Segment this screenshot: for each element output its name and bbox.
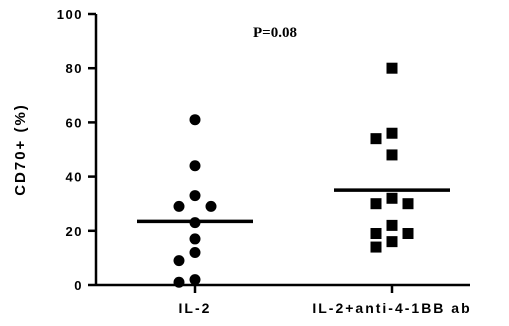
data-point bbox=[205, 200, 217, 212]
data-point bbox=[386, 192, 398, 204]
x-category-label: IL-2+anti-4-1BB ab bbox=[312, 300, 471, 316]
data-point bbox=[402, 198, 414, 210]
data-points bbox=[173, 62, 414, 288]
y-tick-label: 20 bbox=[66, 224, 83, 239]
y-tick-label: 60 bbox=[66, 115, 83, 130]
mean-lines bbox=[137, 188, 450, 224]
y-tick-label: 100 bbox=[57, 7, 83, 22]
data-point bbox=[386, 219, 398, 231]
data-point bbox=[173, 255, 185, 267]
data-point bbox=[386, 127, 398, 139]
y-tick-label: 0 bbox=[74, 278, 83, 293]
data-point bbox=[370, 198, 382, 210]
data-point bbox=[370, 228, 382, 240]
data-point bbox=[189, 246, 201, 258]
y-axis: 0 20 40 60 80 100 bbox=[57, 7, 98, 293]
data-point bbox=[370, 241, 382, 253]
x-axis: IL-2 IL-2+anti-4-1BB ab bbox=[96, 283, 471, 316]
x-category-label: IL-2 bbox=[179, 300, 212, 316]
data-point bbox=[173, 276, 185, 288]
data-point bbox=[402, 228, 414, 240]
data-point bbox=[173, 200, 185, 212]
y-axis-title: CD70+ (%) bbox=[12, 103, 29, 196]
data-point bbox=[189, 114, 201, 126]
y-tick-label: 40 bbox=[66, 170, 83, 185]
data-point bbox=[189, 190, 201, 202]
data-point bbox=[386, 149, 398, 161]
data-point bbox=[189, 160, 201, 172]
p-value-annotation: P=0.08 bbox=[253, 25, 297, 41]
data-point bbox=[189, 233, 201, 245]
data-point bbox=[386, 236, 398, 248]
data-point bbox=[386, 62, 398, 74]
data-point bbox=[189, 274, 201, 286]
y-tick-label: 80 bbox=[66, 61, 83, 76]
data-point bbox=[370, 133, 382, 145]
